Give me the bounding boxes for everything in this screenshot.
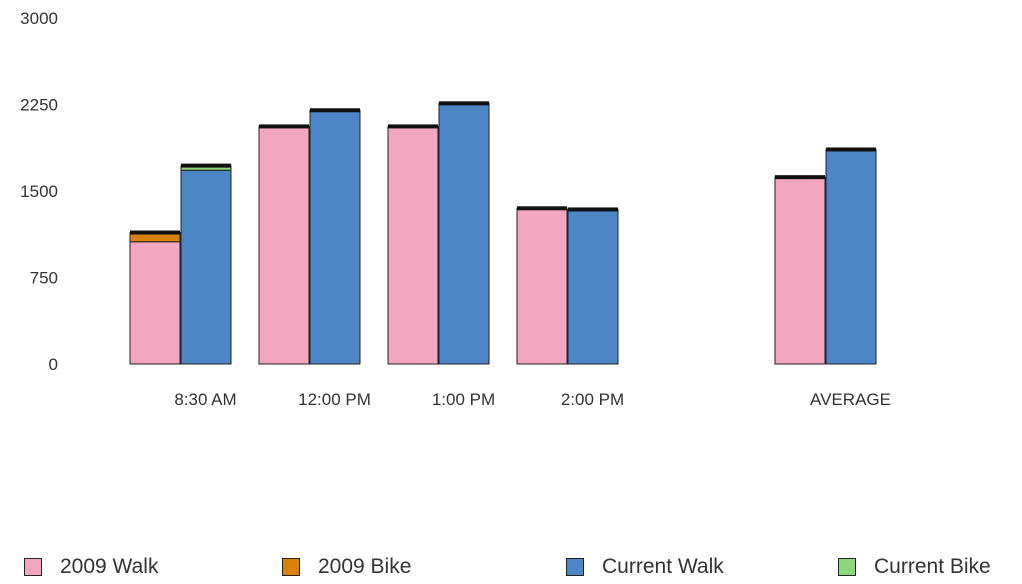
bar-cap xyxy=(517,206,567,211)
bar-current-walk xyxy=(825,148,877,365)
legend-swatch-current-walk xyxy=(566,558,584,576)
x-tick-label: 2:00 PM xyxy=(561,390,624,409)
legend-item-current-bike: Current Bike xyxy=(838,552,991,582)
x-tick-label: 12:00 PM xyxy=(298,390,371,409)
bar-2009-walk xyxy=(774,176,826,365)
legend-label-2009-walk: 2009 Walk xyxy=(60,555,159,578)
legend-label-current-walk: Current Walk xyxy=(602,555,724,578)
bar-2009-walk xyxy=(258,125,310,365)
legend-item-2009-bike: 2009 Bike xyxy=(282,552,411,582)
legend-swatch-2009-bike xyxy=(282,558,300,576)
bar-current-walk xyxy=(309,109,361,365)
bar-chart: 0 750 1500 2250 3000 8:30 AM 12:00 PM 1:00 PM 2:… xyxy=(20,9,891,409)
legend-label-current-bike: Current Bike xyxy=(874,555,991,578)
bar-cap xyxy=(775,175,825,180)
bar-current-walk xyxy=(438,102,490,365)
y-tick-label: 0 xyxy=(49,355,58,374)
bar-2009-walk xyxy=(387,125,439,365)
bar-cap xyxy=(310,108,360,113)
bar-cap xyxy=(259,124,309,129)
bar-cap xyxy=(388,124,438,129)
legend-swatch-current-bike xyxy=(838,558,856,576)
legend-label-2009-bike: 2009 Bike xyxy=(318,555,412,578)
bar-cap xyxy=(568,207,618,212)
bar-cap xyxy=(439,101,489,106)
legend-swatch-2009-walk xyxy=(24,558,42,576)
bar-cap xyxy=(130,230,180,235)
legend: 2009 Walk 2009 Bike Current Walk Current… xyxy=(24,552,1022,582)
bar-current-walk xyxy=(180,169,232,365)
bar-2009-walk xyxy=(129,241,181,365)
bar-cap xyxy=(826,147,876,152)
y-tick-label: 750 xyxy=(30,269,58,288)
legend-item-2009-walk: 2009 Walk xyxy=(24,552,158,582)
y-tick-label: 1500 xyxy=(20,182,58,201)
y-tick-label: 2250 xyxy=(20,96,58,115)
legend-item-current-walk: Current Walk xyxy=(566,552,724,582)
bar-2009-walk xyxy=(516,207,568,365)
x-tick-label: 1:00 PM xyxy=(432,390,495,409)
x-tick-label: AVERAGE xyxy=(810,390,891,409)
y-tick-label: 3000 xyxy=(20,9,58,28)
bar-current-walk xyxy=(567,208,619,365)
x-tick-label: 8:30 AM xyxy=(174,390,236,409)
bar-cap xyxy=(181,163,231,168)
